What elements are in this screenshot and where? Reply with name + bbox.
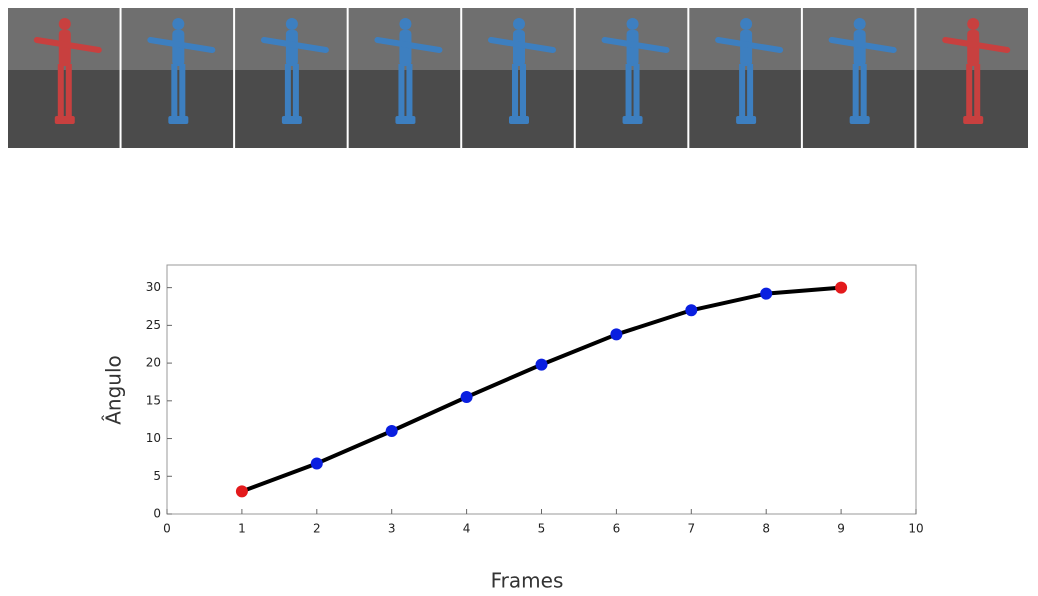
figure-head xyxy=(967,18,979,30)
data-point xyxy=(835,282,847,294)
x-tick-label: 8 xyxy=(762,522,770,536)
y-axis-title: Ângulo xyxy=(102,355,126,425)
x-tick-label: 1 xyxy=(238,522,246,536)
figure-head xyxy=(172,18,184,30)
figure-head xyxy=(513,18,525,30)
data-point xyxy=(760,288,772,300)
data-point xyxy=(536,359,548,371)
x-tick-label: 10 xyxy=(908,522,923,536)
data-point xyxy=(311,457,323,469)
frame-strip xyxy=(8,8,1028,148)
figure-feet xyxy=(963,116,983,124)
data-point xyxy=(461,391,473,403)
data-point xyxy=(386,425,398,437)
figure-feet xyxy=(850,116,870,124)
x-tick-label: 2 xyxy=(313,522,321,536)
x-axis-title: Frames xyxy=(491,569,564,593)
x-tick-label: 0 xyxy=(163,522,171,536)
figure-feet xyxy=(55,116,75,124)
x-tick-label: 4 xyxy=(463,522,471,536)
y-tick-label: 0 xyxy=(153,507,161,521)
y-tick-label: 10 xyxy=(146,431,161,445)
figure-head xyxy=(740,18,752,30)
data-point xyxy=(236,485,248,497)
figure-feet xyxy=(282,116,302,124)
frame-bg-bottom xyxy=(122,70,234,148)
x-tick-label: 7 xyxy=(687,522,695,536)
figure-head xyxy=(399,18,411,30)
data-point xyxy=(685,304,697,316)
y-tick-label: 15 xyxy=(146,393,161,407)
figure-feet xyxy=(736,116,756,124)
data-point xyxy=(610,328,622,340)
figure: Frames Ângulo 0 5 10 15 20 25 30 0 1 2 3 4 5 6 7 8 9 10 xyxy=(0,0,1038,596)
x-tick-label: 5 xyxy=(538,522,546,536)
y-tick-label: 5 xyxy=(153,469,161,483)
figure-head xyxy=(59,18,71,30)
figure-head xyxy=(286,18,298,30)
frame-bg-bottom xyxy=(235,70,347,148)
y-tick-label: 20 xyxy=(146,356,161,370)
x-tick-label: 3 xyxy=(388,522,396,536)
figure-feet xyxy=(623,116,643,124)
figure-head xyxy=(627,18,639,30)
y-tick-label: 25 xyxy=(146,318,161,332)
y-tick-label: 30 xyxy=(146,280,161,294)
x-tick-label: 6 xyxy=(613,522,621,536)
x-tick-label: 9 xyxy=(837,522,845,536)
figure-feet xyxy=(395,116,415,124)
figure-feet xyxy=(168,116,188,124)
figure-head xyxy=(854,18,866,30)
figure-feet xyxy=(509,116,529,124)
